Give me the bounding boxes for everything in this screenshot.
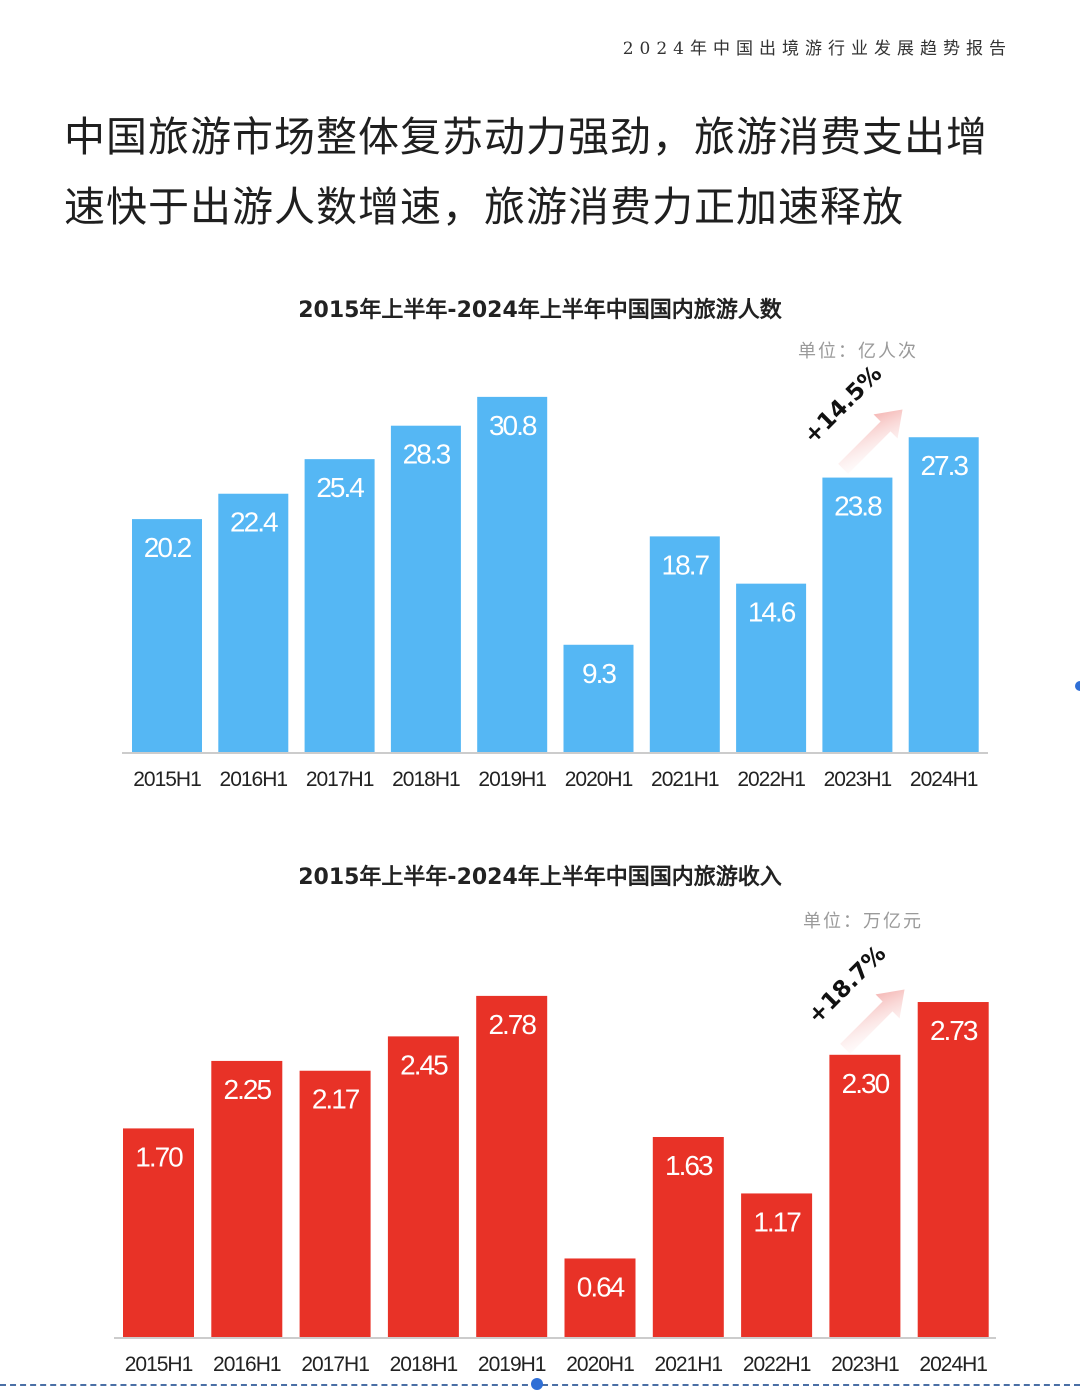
- bar-2020H1: [564, 1258, 636, 1337]
- bar-value-label: 20.2: [144, 532, 192, 563]
- tourist-visits-bar-chart: 20.2 2015H1 22.4 2016H1 25.4 2017H1 28.3 2018H1…: [122, 361, 988, 791]
- bar-2015H1: [132, 519, 202, 752]
- x-tick-label: 2024H1: [919, 1353, 987, 1376]
- bar-value-label: 14.6: [748, 597, 796, 628]
- report-header-title: 2024年中国出境游行业发展趋势报告: [622, 39, 1012, 59]
- side-handle-dot[interactable]: [1075, 681, 1080, 691]
- x-tick-label: 2022H1: [737, 768, 805, 791]
- bar-2016H1: [211, 1060, 283, 1337]
- page-headline: 中国旅游市场整体复苏动力强劲，旅游消费支出增 速快于出游人数增速，旅游消费力正加…: [64, 102, 1024, 242]
- bar-2015H1: [123, 1128, 194, 1337]
- bar-2023H1: [829, 1054, 901, 1337]
- bar-value-label: 1.70: [135, 1141, 183, 1172]
- bar-2020H1: [563, 644, 634, 752]
- bar-value-label: 0.64: [577, 1271, 625, 1302]
- bar-value-label: 9.3: [582, 658, 616, 689]
- bar-value-label: 25.4: [316, 472, 364, 503]
- bar-value-label: 2.45: [400, 1049, 448, 1080]
- bar-2017H1: [299, 1070, 371, 1337]
- x-tick-label: 2021H1: [651, 768, 719, 791]
- bar-value-label: 23.8: [834, 491, 882, 522]
- x-tick-label: 2023H1: [831, 1353, 899, 1376]
- x-tick-label: 2018H1: [390, 1353, 458, 1376]
- x-tick-label: 2024H1: [910, 768, 978, 791]
- bar-2019H1: [477, 396, 548, 752]
- x-tick-label: 2016H1: [213, 1353, 281, 1376]
- bar-value-label: 22.4: [230, 507, 278, 538]
- bar-2024H1: [917, 1002, 989, 1337]
- x-tick-label: 2018H1: [392, 768, 460, 791]
- bar-value-label: 18.7: [662, 549, 710, 580]
- headline-line-1: 中国旅游市场整体复苏动力强劲，旅游消费支出增: [64, 113, 988, 161]
- bar-value-label: 2.78: [488, 1009, 536, 1040]
- bar-value-label: 27.3: [920, 450, 968, 481]
- chart-2-title: 2015年上半年-2024年上半年中国国内旅游收入: [298, 865, 782, 890]
- x-tick-label: 2019H1: [478, 1353, 546, 1376]
- bar-value-label: 2.73: [930, 1015, 978, 1046]
- bar-value-label: 2.30: [842, 1068, 890, 1099]
- bar-2021H1: [652, 1136, 724, 1337]
- bar-value-label: 2.25: [224, 1074, 272, 1105]
- tourism-revenue-bar-chart: 1.70 2015H1 2.25 2016H1 2.17 2017H1 2.45 2018H1…: [114, 941, 996, 1376]
- x-tick-label: 2016H1: [220, 768, 288, 791]
- bar-2022H1: [736, 583, 807, 752]
- bar-value-label: 1.63: [665, 1150, 713, 1181]
- bar-value-label: 28.3: [403, 439, 451, 470]
- bar-2024H1: [908, 437, 979, 752]
- x-tick-label: 2023H1: [824, 768, 892, 791]
- x-tick-label: 2017H1: [301, 1353, 369, 1376]
- bar-value-label: 30.8: [489, 410, 537, 441]
- bar-2019H1: [476, 995, 548, 1337]
- x-tick-label: 2015H1: [125, 1353, 193, 1376]
- bar-value-label: 2.17: [312, 1084, 360, 1115]
- x-tick-label: 2021H1: [655, 1353, 723, 1376]
- chart-1-unit: 单位：亿人次: [798, 341, 918, 362]
- x-tick-label: 2019H1: [478, 768, 546, 791]
- bar-2018H1: [387, 1036, 459, 1337]
- growth-arrow-icon: [838, 409, 903, 474]
- bar-2023H1: [822, 477, 893, 752]
- page-indicator-dot[interactable]: [531, 1378, 543, 1390]
- headline-line-2: 速快于出游人数增速，旅游消费力正加速释放: [64, 183, 904, 231]
- chart-1-title: 2015年上半年-2024年上半年中国国内旅游人数: [298, 298, 782, 323]
- bar-value-label: 1.17: [753, 1206, 801, 1237]
- x-tick-label: 2022H1: [743, 1353, 811, 1376]
- x-tick-label: 2020H1: [565, 768, 633, 791]
- bar-2021H1: [649, 536, 720, 752]
- x-tick-label: 2020H1: [566, 1353, 634, 1376]
- bar-2022H1: [741, 1193, 813, 1337]
- bar-2017H1: [304, 459, 375, 752]
- bar-2018H1: [390, 425, 461, 752]
- growth-arrow-icon: [840, 989, 905, 1054]
- bar-2016H1: [218, 493, 289, 752]
- x-tick-label: 2015H1: [133, 768, 201, 791]
- chart-2-unit: 单位：万亿元: [803, 911, 923, 932]
- x-tick-label: 2017H1: [306, 768, 374, 791]
